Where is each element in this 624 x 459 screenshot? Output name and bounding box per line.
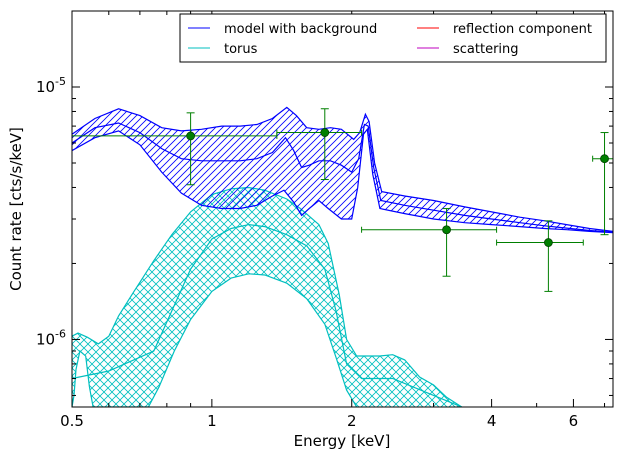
data-points-layer — [72, 108, 613, 292]
x-tick-label: 1 — [207, 412, 217, 430]
model-with-background-band — [72, 107, 613, 233]
legend-box — [179, 13, 607, 63]
series-layer — [72, 106, 613, 407]
data-marker — [600, 154, 609, 164]
data-point-4 — [496, 220, 584, 292]
y-tick-label: 10-5 — [36, 75, 66, 96]
legend-label-scattering: scattering — [453, 42, 519, 57]
data-marker — [442, 225, 451, 235]
model-with-background-middle-line — [72, 122, 613, 233]
data-point-3 — [361, 208, 498, 277]
data-point-2 — [276, 108, 363, 181]
plot-frame — [71, 10, 614, 408]
legend-label-model-with-background: model with background — [224, 22, 377, 37]
model-with-background-upper-line — [72, 106, 613, 232]
x-tick-label: 6 — [569, 412, 579, 430]
x-tick-label: 2 — [347, 412, 357, 430]
data-marker — [543, 238, 553, 247]
x-tick-label: 4 — [487, 412, 497, 430]
x-axis-label: Energy [keV] — [294, 432, 391, 450]
torus-lower-line — [72, 273, 358, 407]
data-marker — [186, 131, 196, 141]
y-tick-label: 10-6 — [36, 327, 66, 348]
data-point-1 — [72, 112, 278, 186]
torus-middle-line — [72, 223, 463, 407]
y-axis-label: Count rate [cts/s/keV] — [7, 127, 25, 291]
data-point-5 — [592, 132, 613, 236]
legend-label-torus: torus — [224, 42, 258, 57]
data-marker — [320, 128, 330, 137]
x-tick-label: 0.5 — [60, 412, 84, 430]
model-with-background-lower-line — [72, 127, 613, 234]
legend-label-reflection-component: reflection component — [453, 22, 592, 37]
torus-band — [72, 187, 462, 407]
legend: model with background torus reflection c… — [179, 13, 607, 63]
